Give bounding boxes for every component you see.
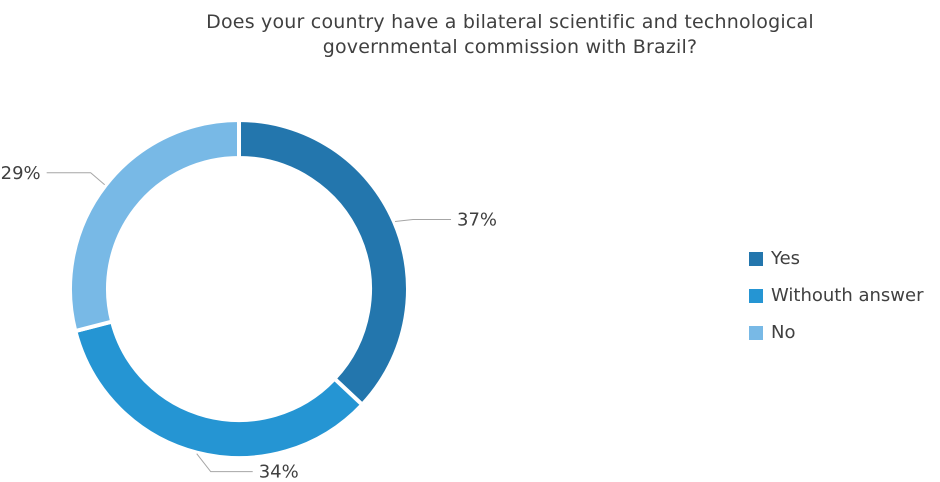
chart-title-line-2: governmental commission with Brazil? — [322, 36, 698, 58]
legend-swatch-no — [749, 325, 763, 340]
leader-line-yes — [394, 218, 452, 222]
legend-item-yes: Yes — [749, 240, 924, 277]
legend-label-yes: Yes — [771, 248, 801, 269]
legend-label-withouth-answer: Withouth answer — [771, 285, 924, 306]
data-label-yes: 37% — [457, 209, 497, 230]
chart-title-line-1: Does your country have a bilateral scien… — [206, 11, 814, 33]
leader-line-withouth-answer — [196, 453, 253, 473]
legend-label-no: No — [771, 322, 796, 343]
legend-item-withouth-answer: Withouth answer — [749, 277, 924, 314]
chart-legend: Yes Withouth answer No — [749, 240, 924, 351]
donut-slice-yes — [237, 117, 410, 408]
donut-slice-withouth-answer — [72, 319, 366, 460]
leader-line-no — [46, 172, 105, 186]
chart-title: Does your country have a bilateral scien… — [0, 10, 940, 60]
legend-swatch-yes — [749, 251, 763, 266]
data-label-no: 29% — [1, 163, 41, 184]
legend-swatch-withouth-answer — [749, 288, 763, 303]
legend-item-no: No — [749, 314, 924, 351]
donut-slice-no — [68, 117, 241, 334]
data-label-withouth-answer: 34% — [259, 462, 299, 482]
